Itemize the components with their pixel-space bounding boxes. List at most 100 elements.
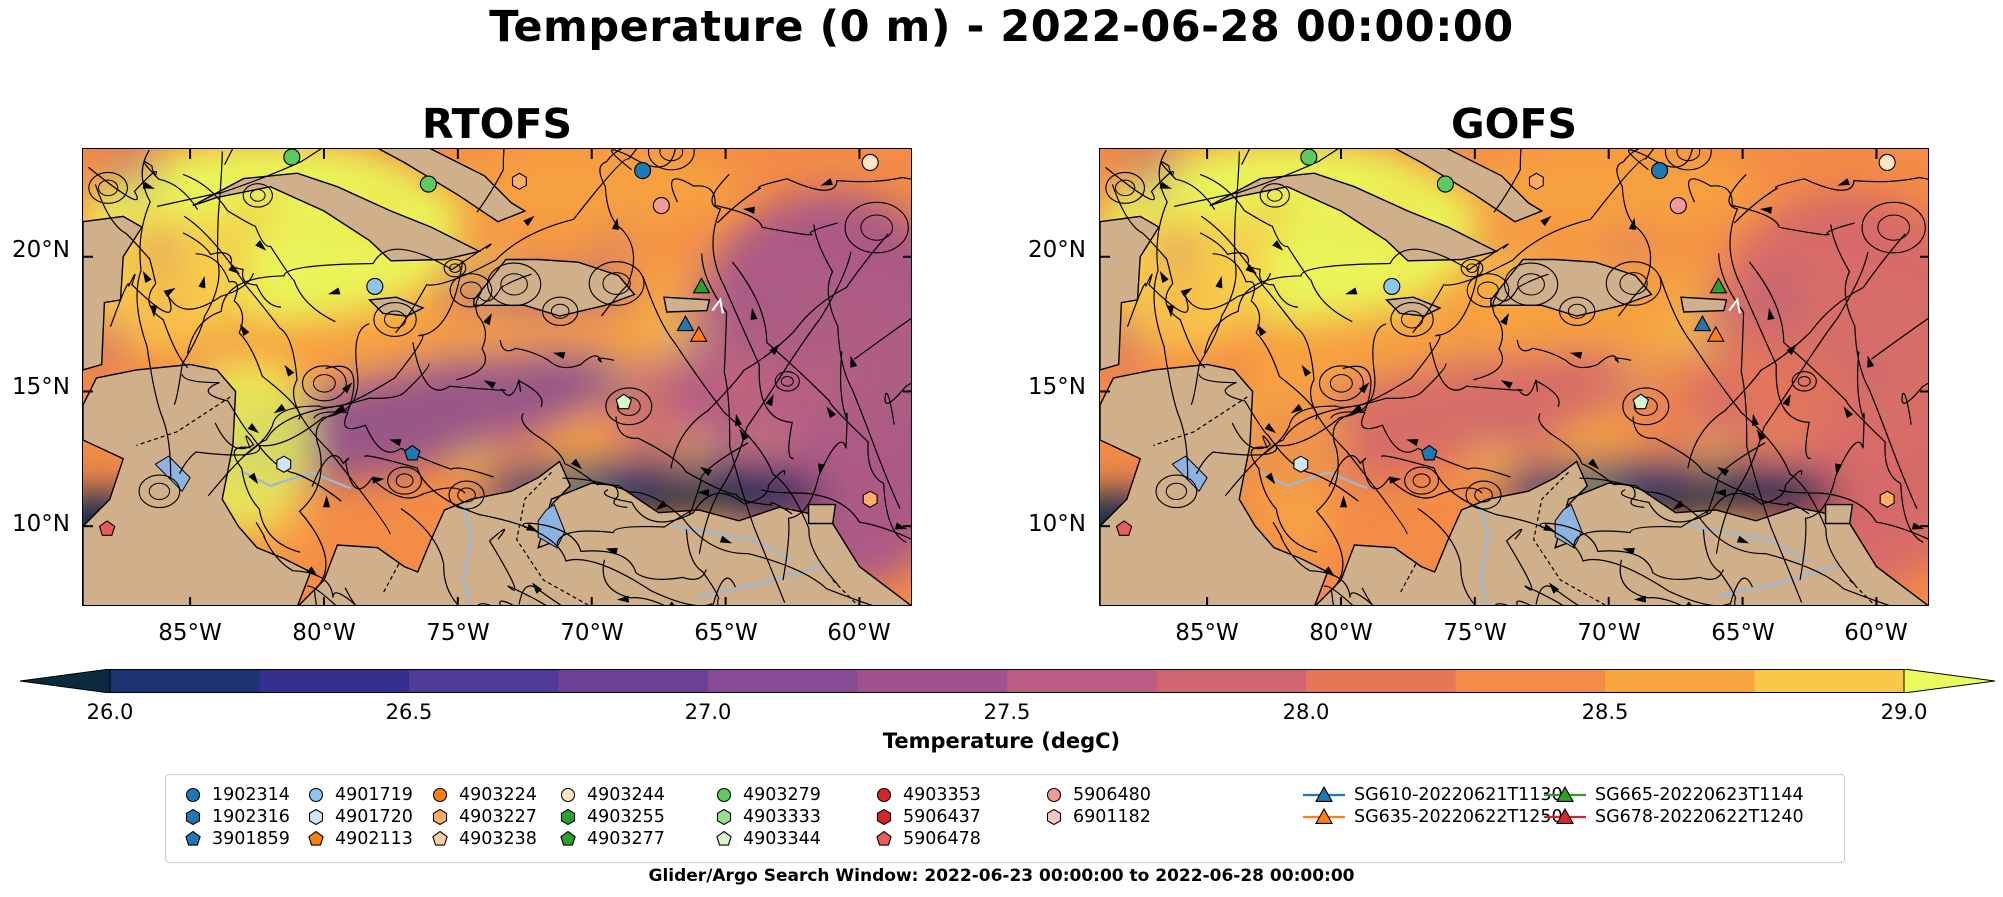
legend-label: 3901859 <box>212 829 290 849</box>
streamline <box>615 416 793 515</box>
eddy <box>602 272 631 295</box>
streamline-arrow <box>1389 476 1402 484</box>
streamline-arrow <box>1265 472 1276 485</box>
streamline <box>884 382 911 425</box>
colorbar-tick: 27.0 <box>684 700 732 724</box>
observation-marker <box>1693 314 1712 332</box>
streamline <box>88 161 199 210</box>
map-panel-gofs[interactable] <box>1099 148 1929 606</box>
legend-label: 5906437 <box>903 807 981 827</box>
streamline <box>782 351 848 581</box>
observation-marker <box>689 325 708 342</box>
legend-label: 1902316 <box>212 807 290 827</box>
streamline-arrow <box>1543 523 1556 532</box>
eddy <box>301 365 347 402</box>
streamline-arrow <box>1290 403 1303 414</box>
streamline-arrow <box>483 313 492 326</box>
streamline <box>456 273 532 381</box>
streamline <box>1619 559 1682 605</box>
eddy <box>1791 371 1817 392</box>
streamline-arrow <box>1834 463 1843 476</box>
eddy <box>387 466 423 495</box>
streamline-arrow <box>719 535 733 544</box>
streamline <box>1173 149 1339 207</box>
streamline <box>671 178 838 236</box>
landmass <box>377 149 527 223</box>
observation-marker <box>861 153 879 172</box>
streamline <box>522 522 707 580</box>
streamline <box>395 149 638 333</box>
marker <box>185 808 201 826</box>
streamline <box>611 149 676 171</box>
observation-marker <box>283 149 301 166</box>
colorbar <box>19 668 1996 694</box>
streamline-arrow <box>1272 240 1284 251</box>
observation-marker <box>404 444 421 461</box>
marker <box>432 808 448 826</box>
observation-marker <box>862 490 878 508</box>
map-canvas <box>83 149 911 605</box>
observation-marker <box>1709 277 1728 294</box>
border <box>136 396 231 446</box>
observation-marker <box>511 172 527 190</box>
eddy <box>88 171 128 204</box>
streamline-arrow <box>571 458 583 470</box>
streamline <box>1538 412 1645 508</box>
streamline <box>311 455 466 499</box>
streamline <box>1200 215 1408 535</box>
eddy <box>1329 374 1353 393</box>
streamline <box>1153 149 1189 480</box>
marker <box>185 830 201 846</box>
streamline <box>716 176 911 224</box>
eddy <box>1664 149 1712 171</box>
eddy <box>550 303 570 319</box>
streamline-arrow <box>248 472 259 485</box>
streamline-arrow <box>306 566 319 577</box>
hexagon-marker-icon <box>185 808 201 826</box>
eddy <box>460 281 482 300</box>
streamline-arrow <box>1767 307 1775 321</box>
eddy <box>383 310 407 329</box>
landmass <box>1100 363 1329 605</box>
eddy <box>1466 263 1478 273</box>
streamline-arrow <box>273 403 286 414</box>
eddy <box>448 480 485 510</box>
triangle-marker <box>1556 785 1574 802</box>
legend-item: 4903277 <box>558 828 665 850</box>
eddy <box>312 374 336 393</box>
streamline-arrow <box>150 305 158 318</box>
legend-label: 4903333 <box>743 807 821 827</box>
landmass <box>1680 296 1728 313</box>
streamline <box>1429 342 1560 408</box>
streamline-arrow <box>333 404 346 413</box>
glider-track <box>711 297 724 314</box>
streamline-arrow <box>817 463 826 476</box>
map-panel-rtofs[interactable] <box>82 148 912 606</box>
streamline <box>214 422 301 553</box>
eddy <box>1877 214 1910 241</box>
streamline <box>603 470 786 523</box>
eddy <box>242 183 273 208</box>
streamline <box>186 243 492 354</box>
legend-item: SG635-20220622T1250 <box>1303 806 1563 828</box>
streamline-arrow <box>1159 270 1169 283</box>
axis-ticks <box>83 149 911 605</box>
marker <box>560 830 576 846</box>
border <box>832 579 859 605</box>
x-tick-label: 60°W <box>827 620 891 646</box>
eddy <box>844 201 909 254</box>
streamline-arrow <box>1500 313 1509 326</box>
legend-item: SG678-20220622T1240 <box>1544 806 1804 828</box>
streamline <box>94 184 189 369</box>
legend-label: 4903344 <box>743 829 821 849</box>
observation-marker <box>1436 175 1454 193</box>
eddy <box>1155 474 1198 509</box>
eddy <box>1318 365 1364 402</box>
legend-label: 4903277 <box>587 829 665 849</box>
streamline <box>1799 351 1865 581</box>
streamline-arrow <box>1323 566 1336 577</box>
glider-triangle-icon <box>1544 785 1586 802</box>
marker <box>432 830 448 846</box>
landmass <box>1209 172 1499 262</box>
streamline <box>1198 374 1359 502</box>
